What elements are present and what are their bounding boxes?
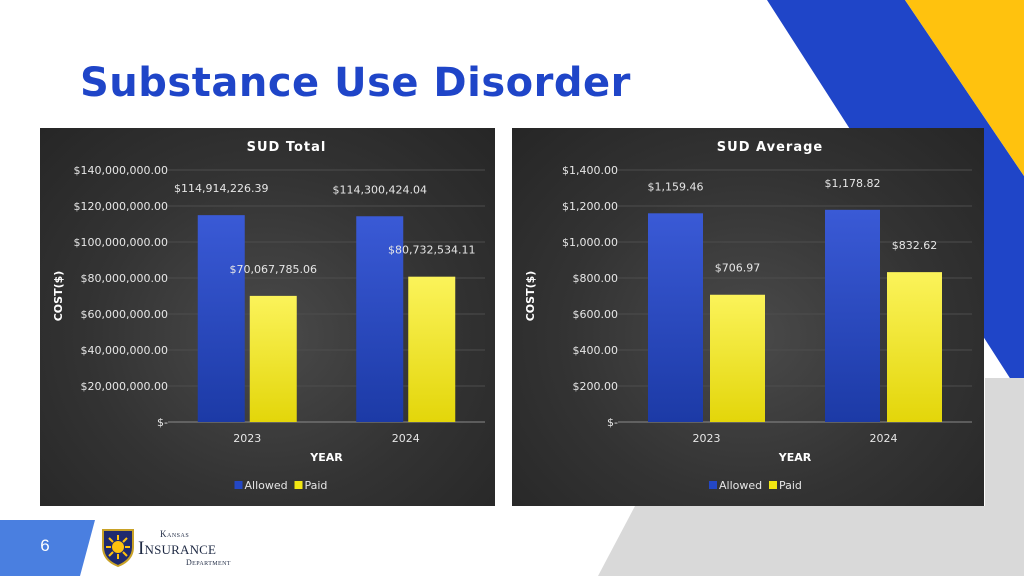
logo-wordmark: Kansas Insurance Department	[138, 529, 231, 567]
x-axis-label: YEAR	[778, 451, 812, 464]
legend-swatch-paid	[769, 481, 777, 489]
logo-kansas: Kansas	[160, 529, 190, 539]
data-label: $706.97	[715, 262, 761, 275]
y-tick-label: $200.00	[573, 380, 619, 393]
y-tick-label: $1,200.00	[562, 200, 618, 213]
bar-allowed-2024	[356, 216, 404, 422]
data-label: $114,300,424.04	[333, 183, 427, 196]
bar-allowed-2023	[648, 213, 703, 422]
page-title: Substance Use Disorder	[80, 60, 631, 106]
x-tick-label: 2023	[693, 432, 721, 445]
data-label: $832.62	[892, 239, 938, 252]
y-axis-label: COST($)	[52, 271, 65, 322]
y-tick-label: $800.00	[573, 272, 619, 285]
data-label: $1,178.82	[825, 177, 881, 190]
y-tick-label: $60,000,000.00	[81, 308, 168, 321]
legend-label: Paid	[305, 479, 328, 492]
data-label: $114,914,226.39	[174, 182, 268, 195]
chart-title: SUD Total	[247, 140, 327, 155]
logo-department: Department	[186, 558, 231, 567]
logo-insurance: Insurance	[138, 538, 217, 559]
y-tick-label: $20,000,000.00	[81, 380, 168, 393]
data-label: $1,159.46	[648, 180, 704, 193]
bar-paid-2024	[887, 272, 942, 422]
y-tick-label: $-	[157, 416, 168, 429]
y-tick-label: $40,000,000.00	[81, 344, 168, 357]
x-tick-label: 2024	[870, 432, 898, 445]
y-tick-label: $140,000,000.00	[74, 164, 168, 177]
y-axis-label: COST($)	[524, 271, 537, 322]
deco-gray-band	[598, 378, 1024, 576]
bar-paid-2024	[408, 276, 456, 422]
legend-swatch-allowed	[709, 481, 717, 489]
legend-swatch-paid	[294, 481, 303, 489]
y-tick-label: $600.00	[573, 308, 619, 321]
legend-label: Allowed	[245, 479, 288, 492]
y-tick-label: $80,000,000.00	[81, 272, 168, 285]
chart-svg-0: SUD Total $- $20,000,000.00 $40,000,000.00 $…	[52, 140, 485, 492]
y-tick-label: $100,000,000.00	[74, 236, 168, 249]
page-number-tab	[0, 520, 95, 576]
bar-paid-2023	[710, 294, 765, 422]
legend-label: Paid	[779, 479, 802, 492]
x-tick-label: 2024	[392, 432, 420, 445]
y-tick-label: $400.00	[573, 344, 619, 357]
legend-swatch-allowed	[234, 481, 243, 489]
kansas-shield-logo-icon	[102, 529, 134, 567]
x-tick-label: 2023	[233, 432, 261, 445]
data-label: $70,067,785.06	[230, 263, 317, 276]
page-number: 6	[40, 536, 50, 555]
y-tick-label: $120,000,000.00	[74, 200, 168, 213]
x-axis-label: YEAR	[309, 451, 343, 464]
y-tick-label: $1,000.00	[562, 236, 618, 249]
y-tick-label: $-	[607, 416, 618, 429]
data-label: $80,732,534.11	[388, 244, 475, 257]
y-tick-label: $1,400.00	[562, 164, 618, 177]
deco-yellow-band	[905, 0, 1024, 176]
bar-paid-2023	[249, 295, 297, 422]
bar-allowed-2023	[197, 215, 245, 422]
chart-panel-sud-average: SUD Average $- $200.00 $400.00 $600.00 $800.0…	[512, 128, 984, 506]
chart-panel-sud-total: SUD Total $- $20,000,000.00 $40,000,000.00 $…	[40, 128, 495, 506]
chart-title: SUD Average	[717, 140, 823, 155]
legend-label: Allowed	[719, 479, 762, 492]
bar-allowed-2024	[825, 209, 880, 422]
chart-svg-1: SUD Average $- $200.00 $400.00 $600.00 $800.0…	[524, 140, 972, 492]
